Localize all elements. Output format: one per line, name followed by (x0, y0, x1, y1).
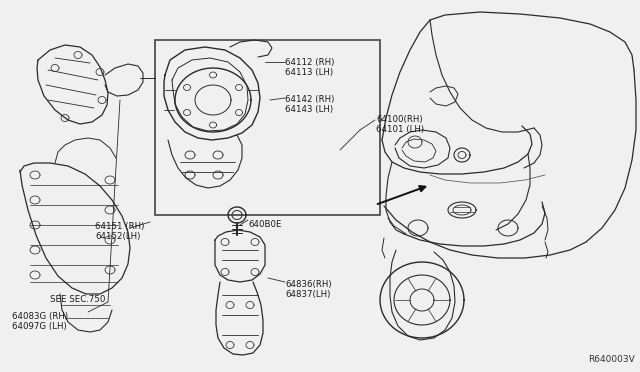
Bar (155, 40, 380, 215)
Text: SEE SEC.750: SEE SEC.750 (50, 295, 106, 304)
Text: 64836(RH)
64837(LH): 64836(RH) 64837(LH) (285, 280, 332, 299)
Text: 64151 (RH)
64152(LH): 64151 (RH) 64152(LH) (95, 222, 145, 241)
Text: 64112 (RH)
64113 (LH): 64112 (RH) 64113 (LH) (285, 58, 334, 77)
Text: 640B0E: 640B0E (248, 220, 282, 229)
Text: 64100(RH)
64101 (LH): 64100(RH) 64101 (LH) (376, 115, 424, 134)
Text: R640003V: R640003V (588, 355, 635, 364)
Text: 64083G (RH)
64097G (LH): 64083G (RH) 64097G (LH) (12, 312, 68, 331)
Text: 64142 (RH)
64143 (LH): 64142 (RH) 64143 (LH) (285, 95, 334, 115)
